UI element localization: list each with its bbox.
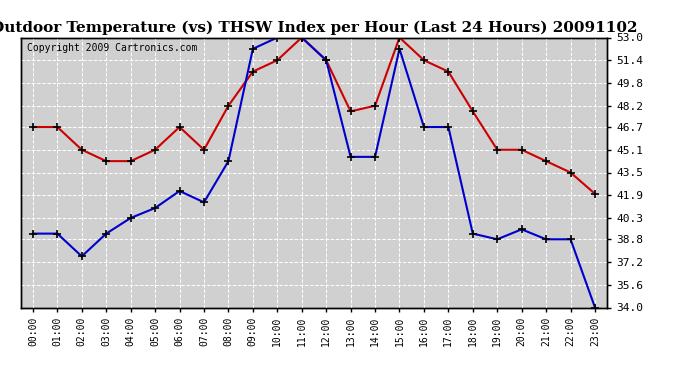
Text: Copyright 2009 Cartronics.com: Copyright 2009 Cartronics.com <box>26 43 197 53</box>
Title: Outdoor Temperature (vs) THSW Index per Hour (Last 24 Hours) 20091102: Outdoor Temperature (vs) THSW Index per … <box>0 21 637 35</box>
